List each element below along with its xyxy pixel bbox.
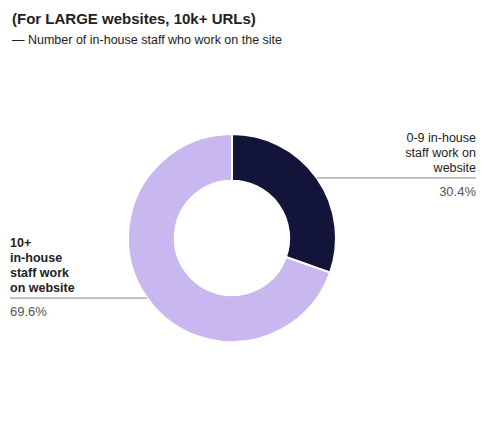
labels: 0-9 in-housestaff work onwebsite 30.4% 10+… [10,131,476,319]
slices [128,134,336,342]
title: (For LARGE websites, 10k+ URLs) [12,10,256,27]
connector [10,298,147,299]
slice-label-line: staff work on [405,146,476,160]
slice-label: 0-9 in-housestaff work onwebsite [405,131,476,175]
slice-label-line: 0-9 in-house [407,131,477,145]
slice-label-line: in-house [10,251,62,265]
slice-label-line: 10+ [10,236,31,250]
subtitle: — Number of in-house staff who work on t… [12,33,282,47]
slice-label-line: website [433,161,476,175]
data-label: 69.6% [10,304,47,319]
slice-label: 10+in-housestaff workon website [10,236,75,295]
data-label: 30.4% [439,184,476,199]
chart-svg: (For LARGE websites, 10k+ URLs) — Number … [0,0,486,422]
chart-container: (For LARGE websites, 10k+ URLs) — Number … [0,0,486,422]
slice-label-line: on website [10,281,75,295]
connector [317,177,476,178]
slice [128,134,330,342]
slice-label-line: staff work [10,266,69,280]
slice [232,134,336,273]
